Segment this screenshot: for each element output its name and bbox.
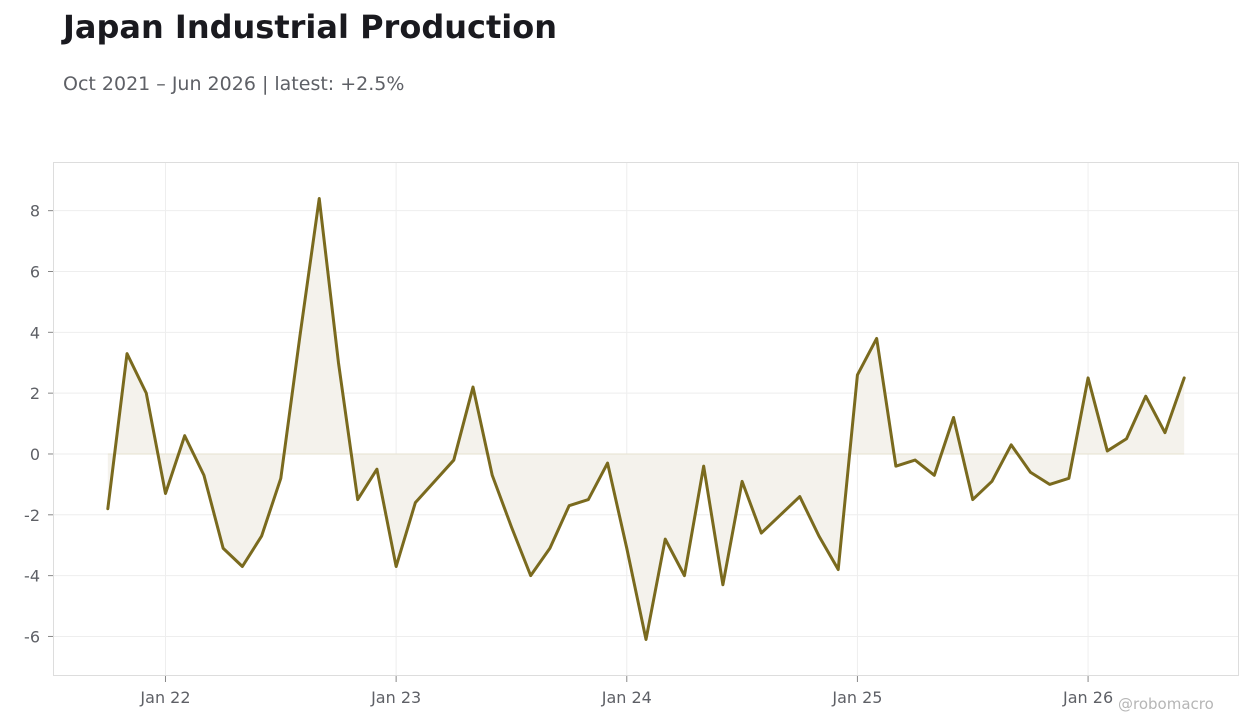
data-point (222, 547, 225, 550)
data-point (856, 373, 859, 376)
data-point (1106, 449, 1109, 452)
x-tick-label: Jan 24 (601, 688, 652, 707)
data-point (337, 361, 340, 364)
y-tick-label: 2 (30, 384, 40, 403)
data-point (414, 501, 417, 504)
data-point (529, 574, 532, 577)
data-point (741, 480, 744, 483)
data-point (183, 434, 186, 437)
data-point (760, 532, 763, 535)
line-layer (106, 196, 1186, 642)
data-point (299, 334, 302, 337)
y-tick-label: 0 (30, 445, 40, 464)
data-point (1163, 431, 1166, 434)
data-point (587, 498, 590, 501)
y-tick-label: 8 (30, 202, 40, 221)
data-point (1125, 437, 1128, 440)
data-point (279, 477, 282, 480)
x-tick-label: Jan 26 (1062, 688, 1113, 707)
data-point (1010, 443, 1013, 446)
data-point (1144, 395, 1147, 398)
y-tick-label: 6 (30, 262, 40, 281)
data-point (548, 547, 551, 550)
y-tick-label: 4 (30, 323, 40, 342)
series-line (106, 196, 1186, 642)
data-point (914, 459, 917, 462)
data-point (126, 352, 129, 355)
data-point (375, 468, 378, 471)
page-title: Japan Industrial Production (63, 8, 557, 46)
data-point (664, 538, 667, 541)
x-tick-labels: Jan 22 Jan 23 Jan 24 Jan 25 Jan 26 (139, 688, 1113, 707)
data-point (933, 474, 936, 477)
data-point (645, 638, 648, 641)
y-tick-labels: 8 6 4 2 0 -2 -4 -6 (24, 202, 40, 647)
watermark: @robomacro (1118, 695, 1214, 713)
data-point (837, 568, 840, 571)
data-point (202, 474, 205, 477)
area-layer (107, 198, 1185, 640)
data-point (798, 495, 801, 498)
data-point (1087, 376, 1090, 379)
data-point (894, 465, 897, 468)
data-point (395, 565, 398, 568)
y-tick-label: -2 (24, 506, 40, 525)
x-tick-label: Jan 23 (370, 688, 421, 707)
data-point (164, 492, 167, 495)
data-point (721, 583, 724, 586)
data-point (356, 498, 359, 501)
data-point (1067, 477, 1070, 480)
data-point (106, 507, 109, 510)
data-point (1048, 483, 1051, 486)
data-point (491, 474, 494, 477)
data-point (971, 498, 974, 501)
x-tick-label: Jan 25 (831, 688, 882, 707)
x-tick-label: Jan 22 (139, 688, 190, 707)
data-point (683, 574, 686, 577)
data-point (817, 535, 820, 538)
data-point (318, 197, 321, 200)
y-tick-label: -6 (24, 627, 40, 646)
data-point (1183, 376, 1186, 379)
data-point (875, 337, 878, 340)
page-subtitle: Oct 2021 – Jun 2026 | latest: +2.5% (63, 73, 405, 95)
data-point (779, 513, 782, 516)
y-tick-label: -4 (24, 567, 40, 586)
data-point (702, 465, 705, 468)
data-point (510, 525, 513, 528)
data-point (452, 459, 455, 462)
series-area (107, 198, 1185, 640)
data-point (260, 535, 263, 538)
data-point (625, 547, 628, 550)
data-point (145, 392, 148, 395)
data-point (606, 462, 609, 465)
data-point (472, 386, 475, 389)
data-point (952, 416, 955, 419)
data-point (990, 480, 993, 483)
data-point (1029, 471, 1032, 474)
data-point (568, 504, 571, 507)
data-point (241, 565, 244, 568)
data-point (433, 480, 436, 483)
plot-frame (53, 162, 1239, 676)
